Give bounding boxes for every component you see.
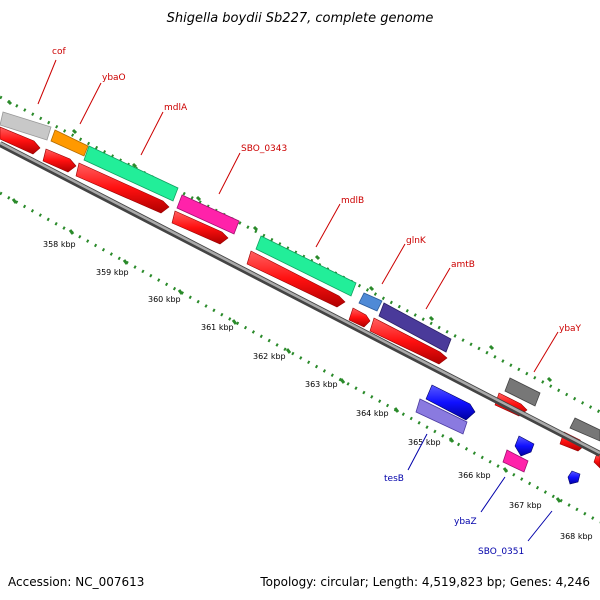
gene-label-ybaZ[interactable]: ybaZ — [454, 517, 477, 527]
gene-tesB-bar[interactable] — [415, 398, 468, 435]
gene-mdlB-bar[interactable] — [255, 235, 357, 297]
kbp-label-360: 360 kbp — [148, 295, 181, 304]
accession-text: Accession: NC_007613 — [8, 575, 144, 589]
kbp-label-363: 363 kbp — [305, 380, 338, 389]
map-title: Shigella boydii Sb227, complete genome — [167, 11, 434, 26]
forward-cds-row — [0, 126, 600, 469]
gene-label-SBO_0343[interactable]: SBO_0343 — [241, 144, 287, 154]
gene-label-glnK[interactable]: glnK — [406, 236, 427, 246]
cds-arrow[interactable] — [348, 307, 371, 328]
reverse-feature-row — [415, 384, 581, 485]
gene-label-tesB[interactable]: tesB — [384, 474, 404, 484]
gene-label-mdlA[interactable]: mdlA — [164, 103, 188, 113]
forward-feature-row — [0, 111, 600, 442]
genome-summary-text: Topology: circular; Length: 4,519,823 bp… — [259, 575, 590, 589]
gene-ybaZ-bar[interactable] — [502, 449, 529, 473]
gene-ybaY-bar[interactable] — [504, 377, 541, 407]
kbp-label-359: 359 kbp — [96, 268, 129, 277]
cds-arrow-reverse[interactable] — [425, 384, 476, 421]
kbp-label-358: 358 kbp — [43, 240, 76, 249]
outer-tick-track — [0, 95, 600, 414]
kbp-scale-labels: 358 kbp 359 kbp 360 kbp 361 kbp 362 kbp … — [43, 240, 593, 541]
gene-label-amtB[interactable]: amtB — [451, 260, 475, 270]
cds-arrow[interactable] — [171, 210, 229, 245]
gene-mdlA-bar[interactable] — [83, 145, 179, 202]
gene-edge-gray-bar[interactable] — [569, 417, 600, 442]
forward-gene-labels: cof ybaO mdlA SBO_0343 mdlB glnK amtB yb… — [37, 47, 582, 373]
cds-arrow[interactable] — [75, 162, 170, 214]
cds-arrow-reverse[interactable] — [567, 470, 581, 485]
cds-arrow-reverse[interactable] — [514, 435, 535, 457]
kbp-label-361: 361 kbp — [201, 323, 234, 332]
reverse-gene-labels: tesB ybaZ SBO_0351 — [384, 433, 553, 557]
cds-arrow[interactable] — [246, 250, 346, 308]
gene-label-mdlB[interactable]: mdlB — [341, 196, 364, 206]
cds-arrow[interactable] — [593, 453, 600, 469]
genome-backbone — [0, 141, 600, 457]
gene-cof-bar[interactable] — [0, 111, 52, 141]
gene-label-cof[interactable]: cof — [52, 47, 66, 57]
kbp-label-365: 365 kbp — [408, 438, 441, 447]
gene-SBO_0343-bar[interactable] — [176, 194, 240, 235]
gene-glnK-bar[interactable] — [358, 292, 383, 312]
kbp-label-368: 368 kbp — [560, 532, 593, 541]
cds-arrow[interactable] — [369, 317, 448, 365]
kbp-label-367: 367 kbp — [509, 501, 542, 510]
cds-arrow[interactable] — [42, 148, 77, 173]
gene-amtB-bar[interactable] — [378, 302, 452, 353]
gene-label-SBO_0351[interactable]: SBO_0351 — [478, 547, 524, 557]
kbp-label-364: 364 kbp — [356, 409, 389, 418]
gene-ybaO-bar[interactable] — [50, 129, 89, 157]
gene-label-ybaY[interactable]: ybaY — [559, 324, 582, 334]
cds-arrow[interactable] — [0, 126, 41, 155]
kbp-label-362: 362 kbp — [253, 352, 286, 361]
inner-tick-track — [0, 191, 600, 524]
gene-label-ybaO[interactable]: ybaO — [102, 73, 126, 83]
kbp-label-366: 366 kbp — [458, 471, 491, 480]
